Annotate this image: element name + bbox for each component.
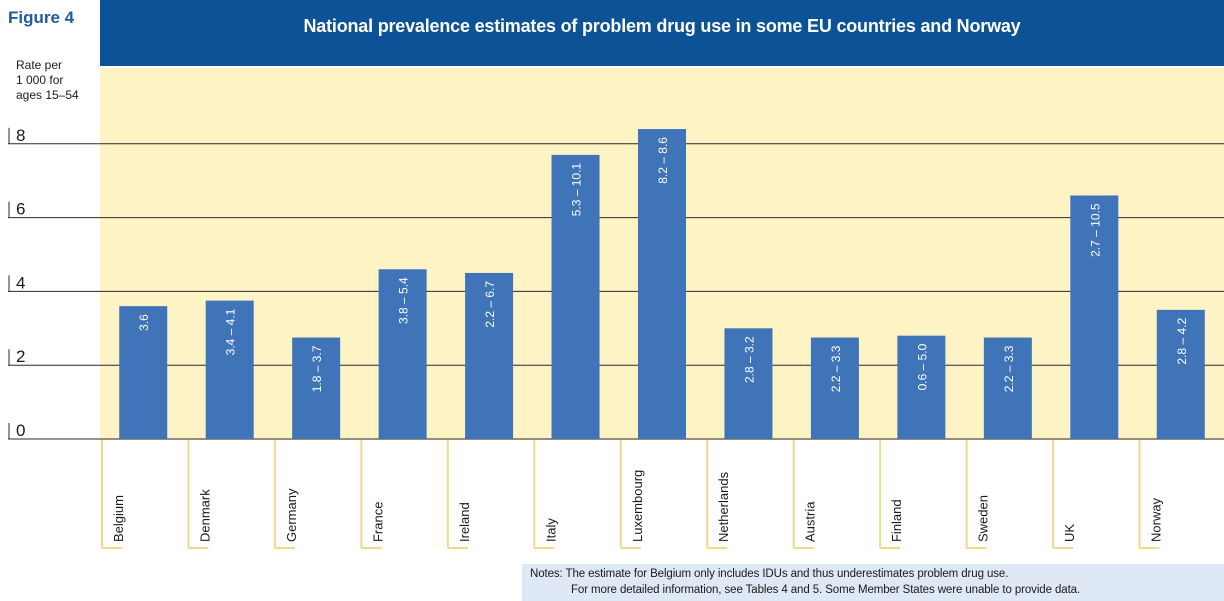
category-label: France [370,502,385,542]
title-bar: National prevalence estimates of problem… [100,0,1224,66]
category-label: Luxembourg [630,470,645,542]
y-axis-label: Rate per 1 000 for ages 15–54 [16,58,79,102]
bar-norway [1156,309,1205,439]
data-label: 0.6 – 5.0 [915,343,929,390]
figure-label: Figure 4 [8,8,75,27]
bar-luxembourg [638,129,686,440]
y-tick-label: 6 [16,200,25,219]
bar-belgium [119,306,168,439]
notes-box: Notes: The estimate for Belgium only inc… [522,564,1224,601]
category-label: Netherlands [716,471,731,542]
bar-france [378,269,427,439]
bar-uk [1070,195,1119,439]
data-label: 2.2 – 3.3 [829,345,843,392]
category-label: Germany [284,488,299,542]
bar-germany [292,337,341,439]
bar-austria [810,337,859,439]
chart-title: National prevalence estimates of problem… [303,16,1021,36]
category-label: Ireland [457,502,472,542]
y-tick-label: 4 [16,273,25,292]
bar-finland [897,335,946,439]
category-label: Denmark [197,489,212,542]
bar-denmark [205,300,254,439]
category-label: Sweden [976,495,991,542]
category-axis: Belgium Denmark Germany France Ireland Italy L… [101,440,1164,549]
y-tick-label: 0 [16,421,25,440]
category-label: Belgium [111,495,126,542]
bar-italy [551,154,600,439]
bars [119,129,1205,440]
note-line-2: For more detailed information, see Table… [571,584,1081,596]
bar-sweden [983,337,1032,439]
bar-netherlands [724,328,773,439]
note-line-1: Notes: The estimate for Belgium only inc… [530,568,1009,580]
data-label: 2.8 – 3.2 [742,336,756,383]
data-label: 2.2 – 3.3 [1002,345,1016,392]
y-tick-label: 8 [16,126,25,145]
data-label: 3.8 – 5.4 [397,277,411,324]
data-label: 1.8 – 3.7 [310,345,324,392]
category-label: UK [1062,524,1077,542]
bar-ireland [465,272,514,439]
data-label: 2.8 – 4.2 [1175,318,1189,365]
data-label: 5.3 – 10.1 [570,163,584,217]
data-label: 2.7 – 10.5 [1088,203,1102,257]
data-label: 3.6 [137,314,151,331]
category-label: Italy [543,518,558,542]
data-label: 2.2 – 6.7 [483,281,497,328]
category-label: Austria [803,501,818,542]
y-axis-ticks: 0 2 4 6 8 [8,126,25,440]
category-label: Finland [889,499,904,542]
category-label: Norway [1149,497,1164,542]
data-label: 3.4 – 4.1 [224,308,238,355]
y-tick-label: 2 [16,347,25,366]
data-labels: 3.6 3.4 – 4.1 1.8 – 3.7 3.8 – 5.4 2.2 – 6.7 5… [137,137,1189,393]
data-label: 8.2 – 8.6 [656,137,670,184]
